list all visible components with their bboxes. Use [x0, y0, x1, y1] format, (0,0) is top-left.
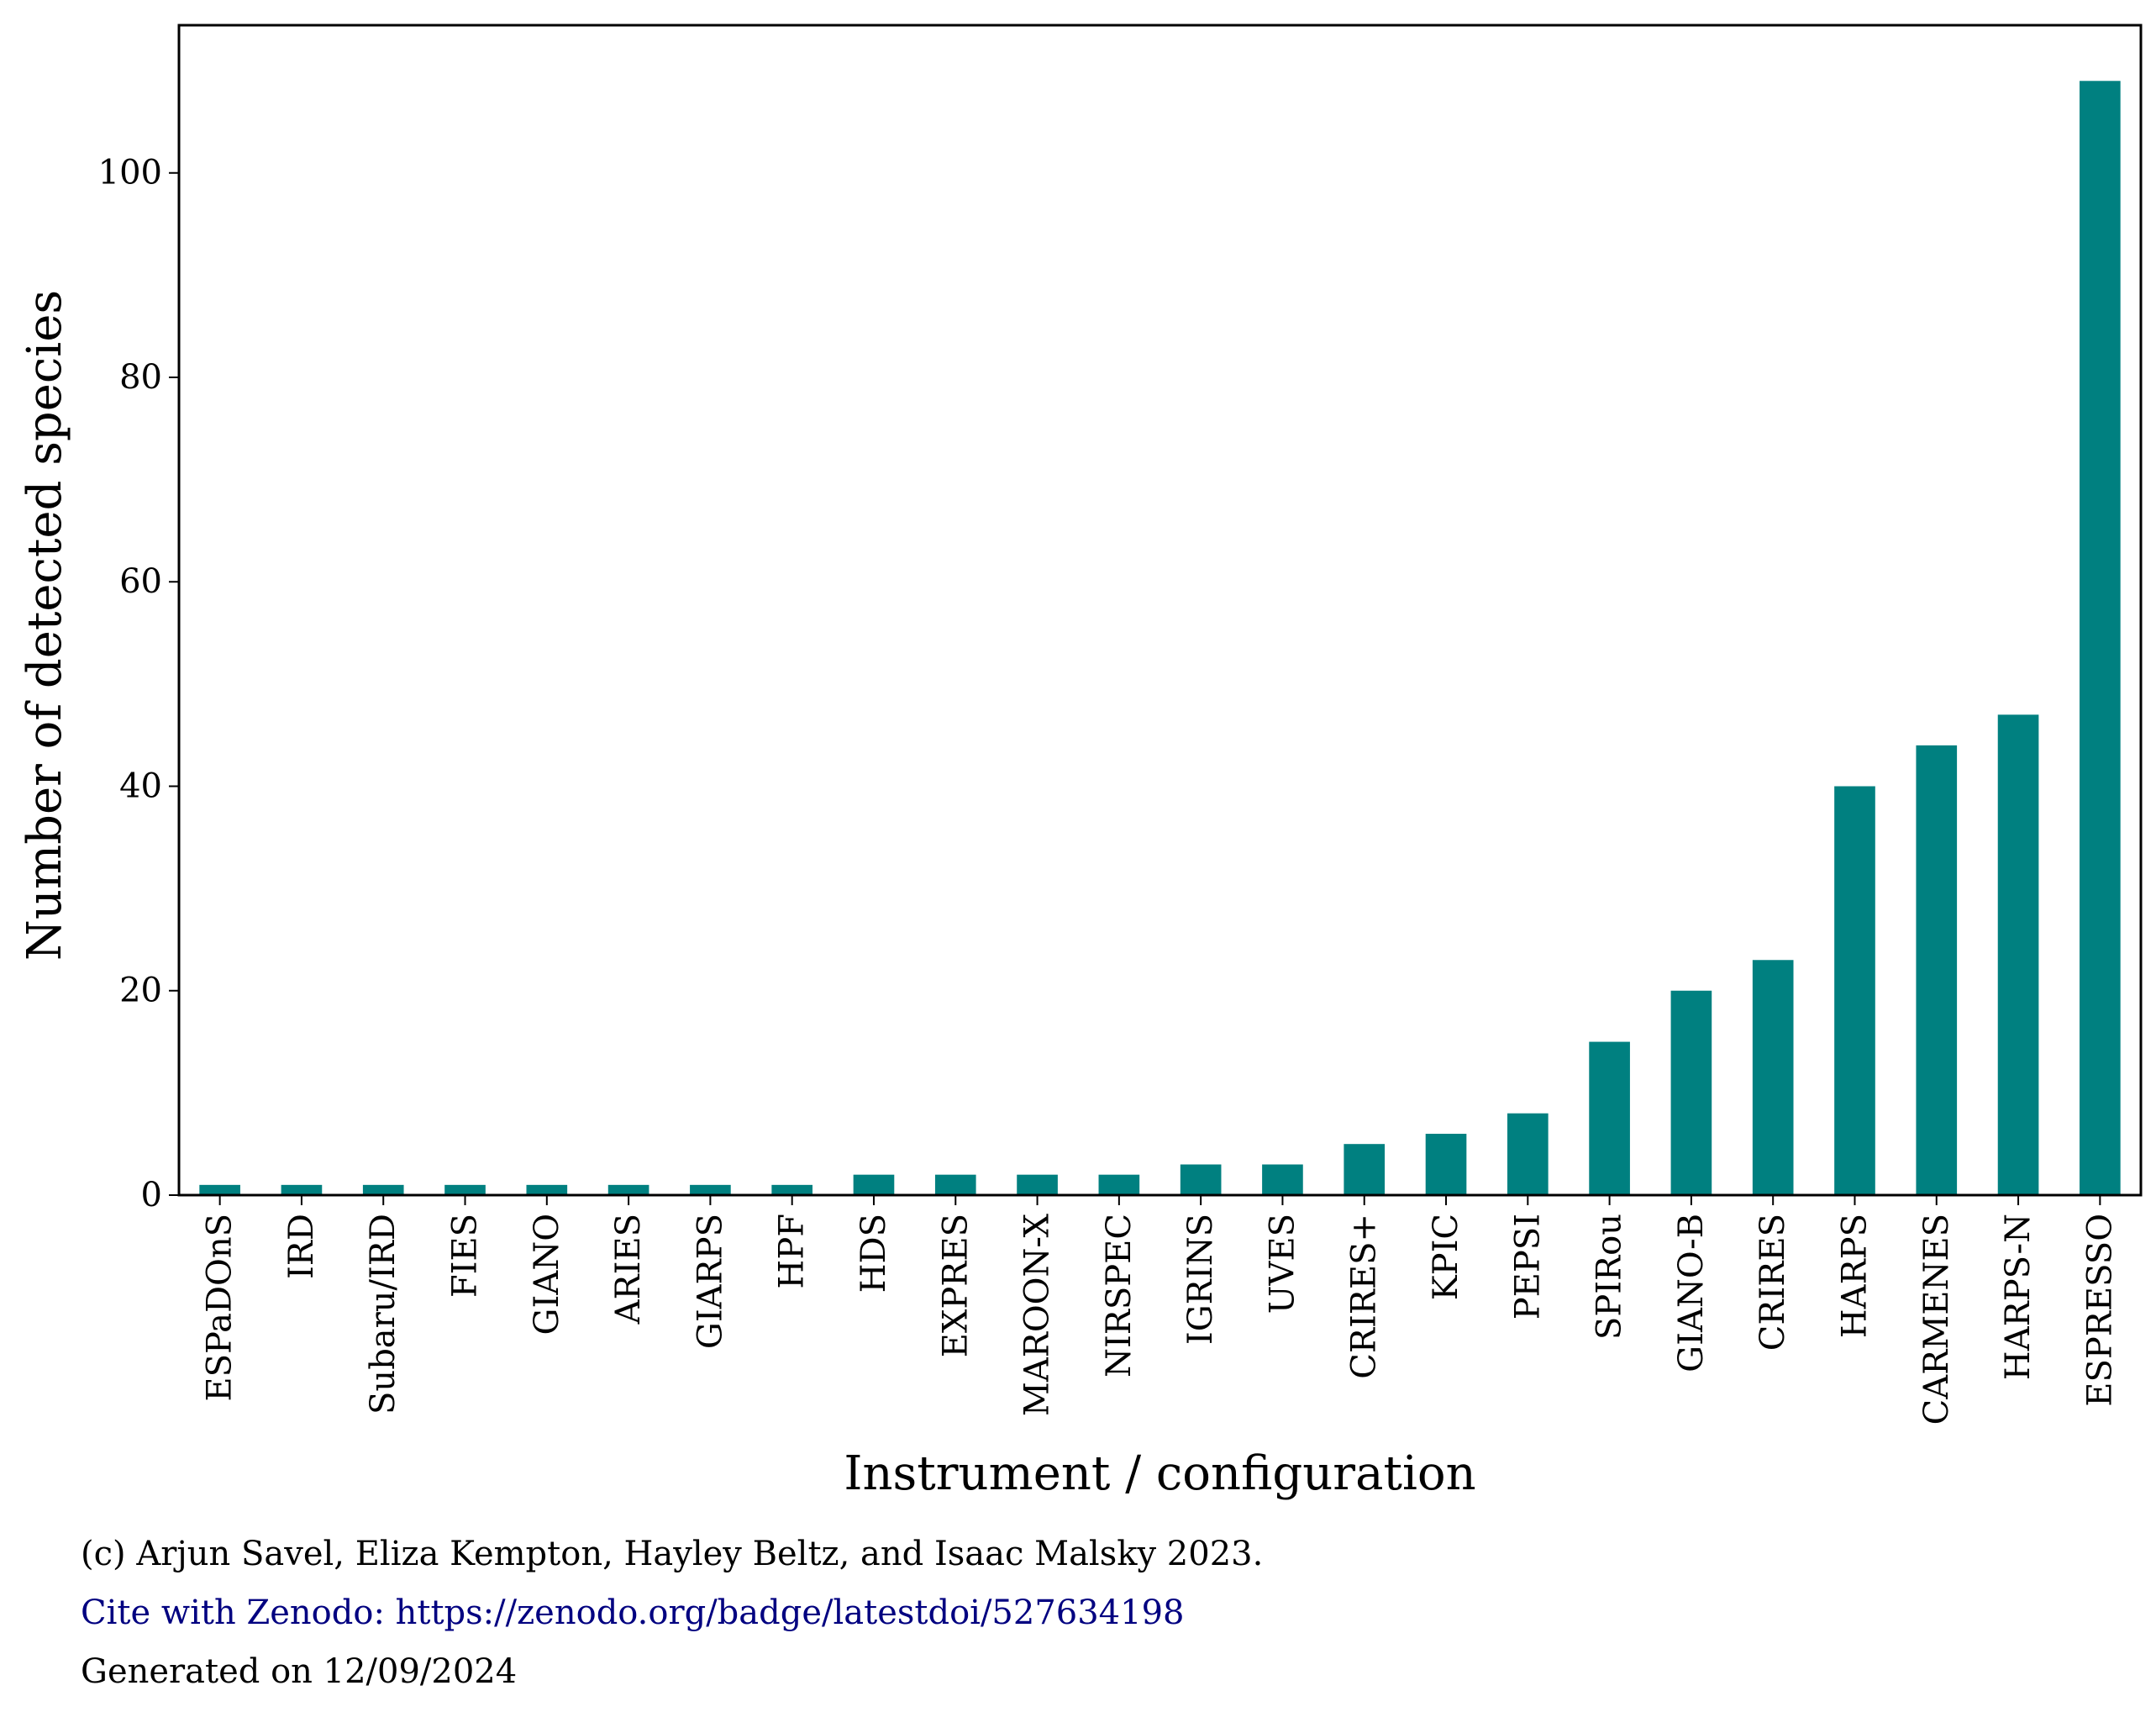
bar-ird: [281, 1184, 323, 1195]
bar-fies: [444, 1184, 486, 1195]
x-axis-ticks: ESPaDOnS IRD Subaru/IRD FIES GIANO ARIES GIARP…: [201, 1195, 2119, 1425]
bars-group: [199, 81, 2121, 1195]
x-tick-label: IGRINS: [1181, 1214, 1220, 1345]
x-tick-label: GIANO: [528, 1214, 566, 1335]
y-axis-ticks: 0 20 40 60 80 100: [98, 154, 179, 1214]
bar-espadons: [199, 1184, 240, 1195]
x-tick-label: HARPS: [1835, 1214, 1874, 1338]
x-tick-label: GIARPS: [691, 1214, 729, 1349]
bar-giano: [526, 1184, 568, 1195]
bar-pepsi: [1507, 1113, 1549, 1195]
x-tick-label: HDS: [855, 1214, 893, 1293]
bar-aries: [607, 1184, 649, 1195]
x-tick-label: FIES: [446, 1214, 485, 1298]
zenodo-citation-link[interactable]: Cite with Zenodo: https://zenodo.org/bad…: [81, 1593, 1185, 1632]
x-tick-label: CRIRES+: [1345, 1214, 1384, 1379]
bar-harps: [1834, 786, 1875, 1195]
plot-frame: [177, 24, 2143, 1197]
x-tick-label: EXPRES: [936, 1214, 975, 1357]
y-axis-title: Number of detected species: [18, 290, 72, 961]
x-tick-label: IRD: [282, 1214, 321, 1279]
bar-harps-n: [1997, 714, 2039, 1195]
y-tick-label: 40: [119, 766, 162, 805]
x-tick-label: SPIRou: [1591, 1214, 1629, 1340]
x-tick-label: CRIRES: [1754, 1214, 1792, 1351]
bar-crires: [1752, 960, 1794, 1195]
bar-carmenes: [1916, 745, 1958, 1195]
y-tick-label: 80: [119, 358, 162, 397]
bar-giarps: [690, 1184, 731, 1195]
bar-giano-b: [1670, 990, 1712, 1195]
x-tick-label: Subaru/IRD: [364, 1214, 402, 1414]
x-tick-label: CARMENES: [1917, 1214, 1956, 1425]
x-tick-label: HARPS-N: [1999, 1214, 2038, 1380]
generated-date: Generated on 12/09/2024: [81, 1652, 518, 1691]
y-tick-label: 60: [119, 562, 162, 601]
y-tick-label: 20: [119, 972, 162, 1010]
bar-crires-: [1344, 1144, 1386, 1195]
x-tick-label: NIRSPEC: [1100, 1214, 1138, 1378]
bar-espresso: [2080, 81, 2121, 1195]
bar-igrins: [1180, 1164, 1222, 1195]
y-tick-label: 100: [98, 154, 162, 192]
bar-subaru-ird: [362, 1184, 404, 1195]
copyright-note: (c) Arjun Savel, Eliza Kempton, Hayley B…: [81, 1535, 1264, 1573]
bar-nirspec: [1098, 1174, 1140, 1195]
x-tick-label: MAROON-X: [1018, 1213, 1057, 1416]
bar-spirou: [1589, 1041, 1630, 1195]
bar-hpf: [771, 1184, 813, 1195]
x-tick-label: ESPRESSO: [2080, 1214, 2119, 1407]
bar-expres: [934, 1174, 976, 1195]
x-tick-label: KPIC: [1427, 1214, 1465, 1300]
x-tick-label: HPF: [773, 1214, 812, 1289]
bar-uves: [1262, 1164, 1303, 1195]
y-tick-label: 0: [141, 1176, 162, 1214]
bar-kpic: [1425, 1134, 1467, 1195]
x-axis-title: Instrument / configuration: [844, 1446, 1475, 1501]
x-tick-label: ESPaDOnS: [201, 1214, 239, 1402]
x-tick-label: GIANO-B: [1672, 1214, 1711, 1372]
bar-hds: [853, 1174, 895, 1195]
x-tick-label: UVES: [1263, 1214, 1301, 1314]
x-tick-label: ARIES: [609, 1214, 648, 1325]
x-tick-label: PEPSI: [1508, 1214, 1547, 1320]
bar-maroon-x: [1017, 1174, 1058, 1195]
